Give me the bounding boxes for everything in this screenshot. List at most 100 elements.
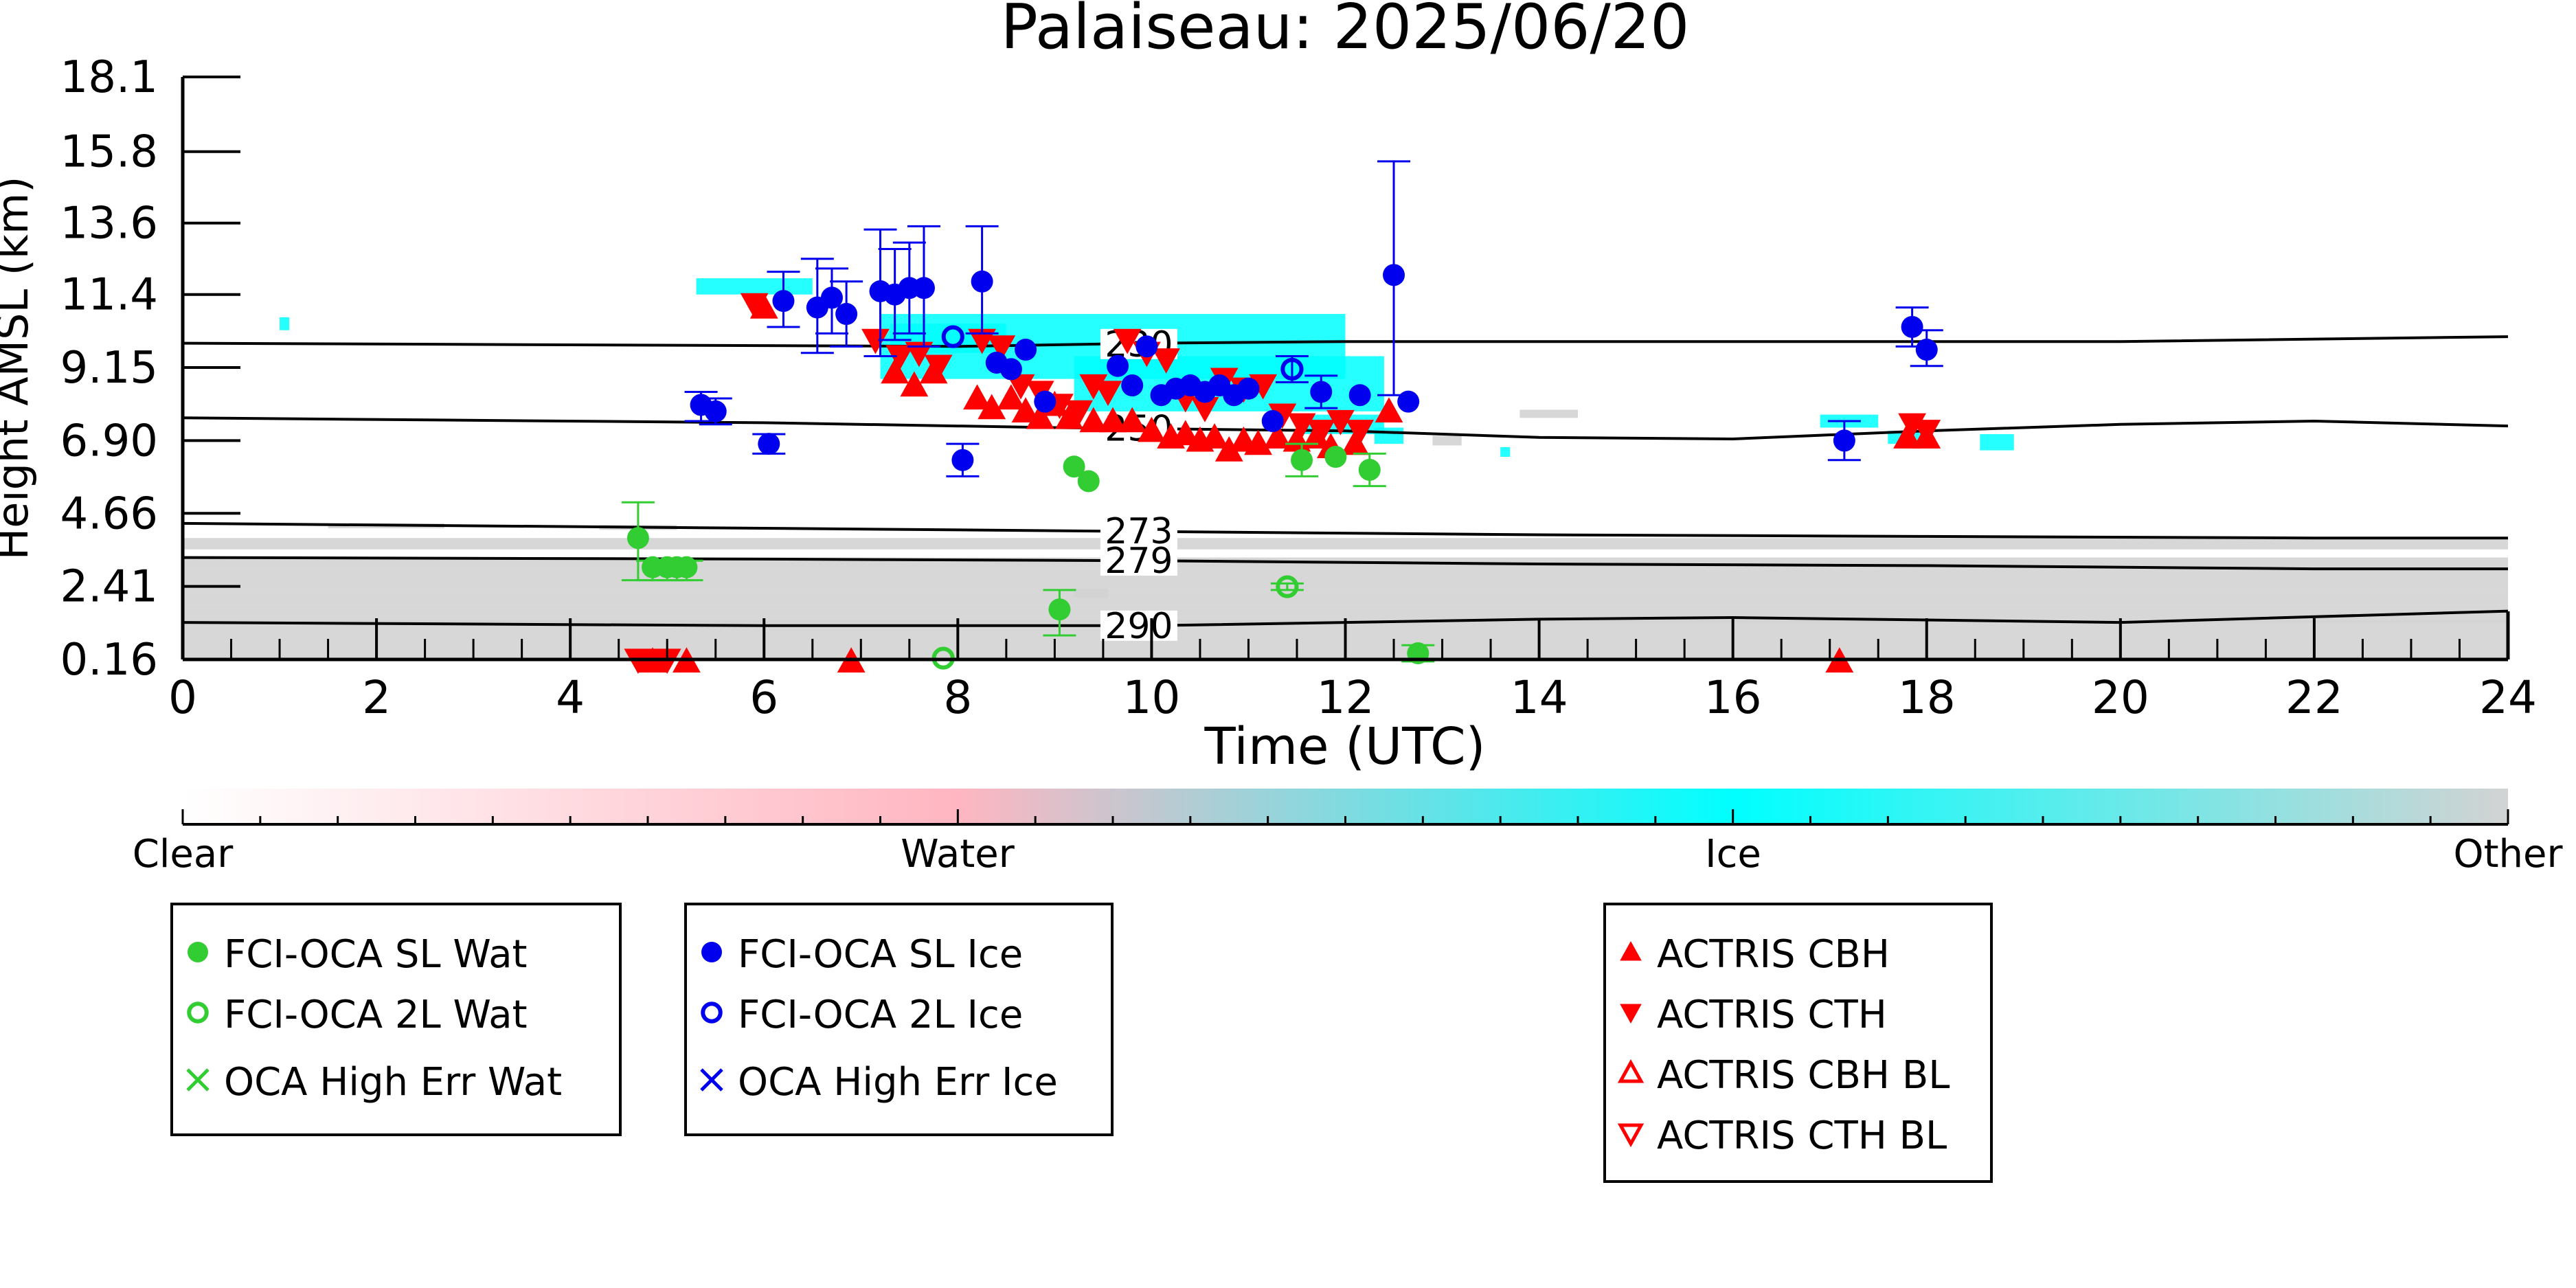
legend-marker-2l-wat	[187, 1002, 209, 1024]
actris-cth-point	[1346, 420, 1375, 445]
actris-cbh-point	[1098, 407, 1127, 433]
y-tick-label: 2.41	[60, 562, 159, 613]
actris-cth-point	[1065, 400, 1094, 426]
y-tick-label: 9.15	[60, 343, 159, 394]
legend-marker-sl-wat	[188, 942, 208, 962]
legend-label-cth-bl: ACTRIS CTH BL	[1657, 1114, 1947, 1158]
legend-label-2l-ice: FCI-OCA 2L Ice	[738, 993, 1023, 1037]
legend-actris: ACTRIS CBH ACTRIS CTH ACTRIS CBH BL ACTR…	[1603, 903, 1993, 1183]
isotherm-230-line	[183, 335, 2508, 348]
fci-oca-2l-wat-legend-marker	[187, 1002, 209, 1024]
fci-oca-sl-wat-point	[1077, 470, 1100, 493]
legend-box-actris	[1603, 903, 1993, 1183]
legend-marker-higherr-wat	[186, 1068, 210, 1092]
isotherm-290-label: 290	[1105, 606, 1173, 647]
fci-oca-sl-wat-point	[1358, 458, 1381, 481]
x-tick-label: 2	[362, 671, 391, 724]
legend-ice: FCI-OCA SL Ice FCI-OCA 2L Ice OCA High E…	[684, 903, 1114, 1136]
y-tick-label: 11.4	[60, 270, 159, 321]
fci-oca-sl-ice-point	[1261, 410, 1284, 433]
actris-cth-point	[1287, 413, 1316, 439]
x-tick-label: 20	[2092, 671, 2149, 724]
colorbar-label-ice: Ice	[1705, 832, 1761, 877]
actris-cth-bl-legend-marker	[1617, 1123, 1645, 1148]
fci-oca-sl-ice-point	[1121, 374, 1144, 397]
cloud-mask-ice-region	[280, 317, 290, 330]
isotherm-250-line	[183, 416, 2508, 441]
legend-label-cbh: ACTRIS CBH	[1657, 932, 1890, 977]
actris-cth-point	[1006, 374, 1035, 400]
legend-label-higherr-wat: OCA High Err Wat	[224, 1060, 562, 1105]
plot-axes: 0 2 4 6 8 10 12 14 16 18 20 22 240.162.414.666.909.1…	[60, 52, 2537, 724]
colorbar-label-other: Other	[2453, 832, 2563, 877]
marker-layer	[621, 160, 1943, 675]
actris-cth-point	[1326, 409, 1355, 436]
legend-label-cbh-bl: ACTRIS CBH BL	[1657, 1053, 1950, 1098]
fci-oca-sl-ice-point	[1015, 339, 1037, 361]
actris-cbh-point	[1171, 420, 1200, 446]
cloud-mask-other-region	[183, 588, 2508, 605]
legend-marker-cth-bl	[1617, 1123, 1645, 1148]
legend-label-higherr-ice: OCA High Err Ice	[738, 1060, 1058, 1105]
legend-marker-2l-ice	[701, 1002, 723, 1024]
cloud-mask-other-region	[183, 569, 2508, 589]
x-tick-label: 22	[2285, 671, 2343, 724]
isotherm-290-label-bg	[1100, 610, 1177, 641]
fci-oca-sl-ice-point	[1915, 339, 1938, 361]
legend-box-water	[170, 903, 622, 1136]
fci-oca-2l-ice-legend-marker	[701, 1002, 723, 1024]
fci-oca-sl-ice-point	[1833, 429, 1855, 452]
x-tick-label: 4	[556, 671, 585, 724]
x-tick-label: 14	[1511, 671, 1568, 724]
y-tick-label: 4.66	[60, 488, 159, 539]
fci-oca-sl-ice-point	[835, 303, 858, 326]
fci-oca-sl-wat-point	[1063, 455, 1085, 478]
fci-oca-sl-ice-point	[1310, 381, 1333, 403]
actris-cth-legend-marker	[1620, 1004, 1642, 1024]
fci-oca-sl-ice-point	[912, 277, 935, 300]
actris-cbh-legend-marker	[1620, 941, 1642, 961]
fci-oca-sl-ice-point	[1136, 335, 1158, 358]
actris-cth-point	[1094, 381, 1122, 407]
legend-marker-cth	[1620, 1004, 1642, 1024]
actris-cbh-point	[1026, 403, 1054, 429]
actris-cth-point	[905, 341, 934, 368]
fci-oca-sl-ice-point	[1107, 354, 1129, 377]
x-tick-label: 24	[2479, 671, 2537, 724]
cloud-mask-other-region	[1432, 436, 1462, 446]
cloud-mask-ice-region	[696, 278, 813, 295]
fci-oca-sl-ice-point	[999, 358, 1022, 381]
fci-oca-sl-ice-point	[1034, 390, 1057, 413]
fci-oca-sl-wat-point	[1291, 449, 1313, 471]
legend-marker-cbh	[1620, 941, 1642, 961]
fci-oca-2l-ice-point	[941, 325, 964, 348]
fci-oca-sl-wat-point	[675, 556, 698, 578]
legend-water: FCI-OCA SL Wat FCI-OCA 2L Wat OCA High E…	[170, 903, 622, 1136]
fci-oca-sl-ice-point	[820, 286, 843, 309]
actris-cth-point	[987, 335, 1016, 361]
cloud-mask-ice-region	[1374, 427, 1404, 444]
actris-cbh-point	[1893, 423, 1921, 449]
actris-cbh-point	[1118, 407, 1146, 433]
cloud-mask-other-region	[1519, 409, 1578, 418]
legend-label-sl-ice: FCI-OCA SL Ice	[738, 932, 1023, 977]
fci-oca-sl-wat-point	[626, 527, 649, 550]
fci-oca-sl-wat-point	[1324, 446, 1347, 468]
y-tick-label: 18.1	[60, 52, 159, 103]
y-tick-label: 15.8	[60, 127, 159, 178]
actris-cbh-point	[900, 371, 929, 397]
isotherm-279-label: 279	[1105, 541, 1173, 582]
cloud-mask-other-region	[1074, 588, 1108, 598]
fci-oca-2l-ice-point	[1280, 357, 1304, 381]
actris-cbh-point	[997, 384, 1026, 410]
y-tick-label: 13.6	[60, 199, 159, 249]
fci-oca-sl-ice-point	[1348, 384, 1371, 407]
fci-oca-2l-wat-errorbar	[1270, 582, 1304, 591]
actris-cbh-point	[881, 358, 909, 384]
actris-cth-point	[1113, 328, 1142, 354]
oca-high-err-ice-legend-marker	[700, 1068, 723, 1092]
actris-cbh-point	[1244, 429, 1272, 455]
actris-cbh-point	[1011, 397, 1040, 423]
actris-cbh-point	[1263, 423, 1292, 449]
